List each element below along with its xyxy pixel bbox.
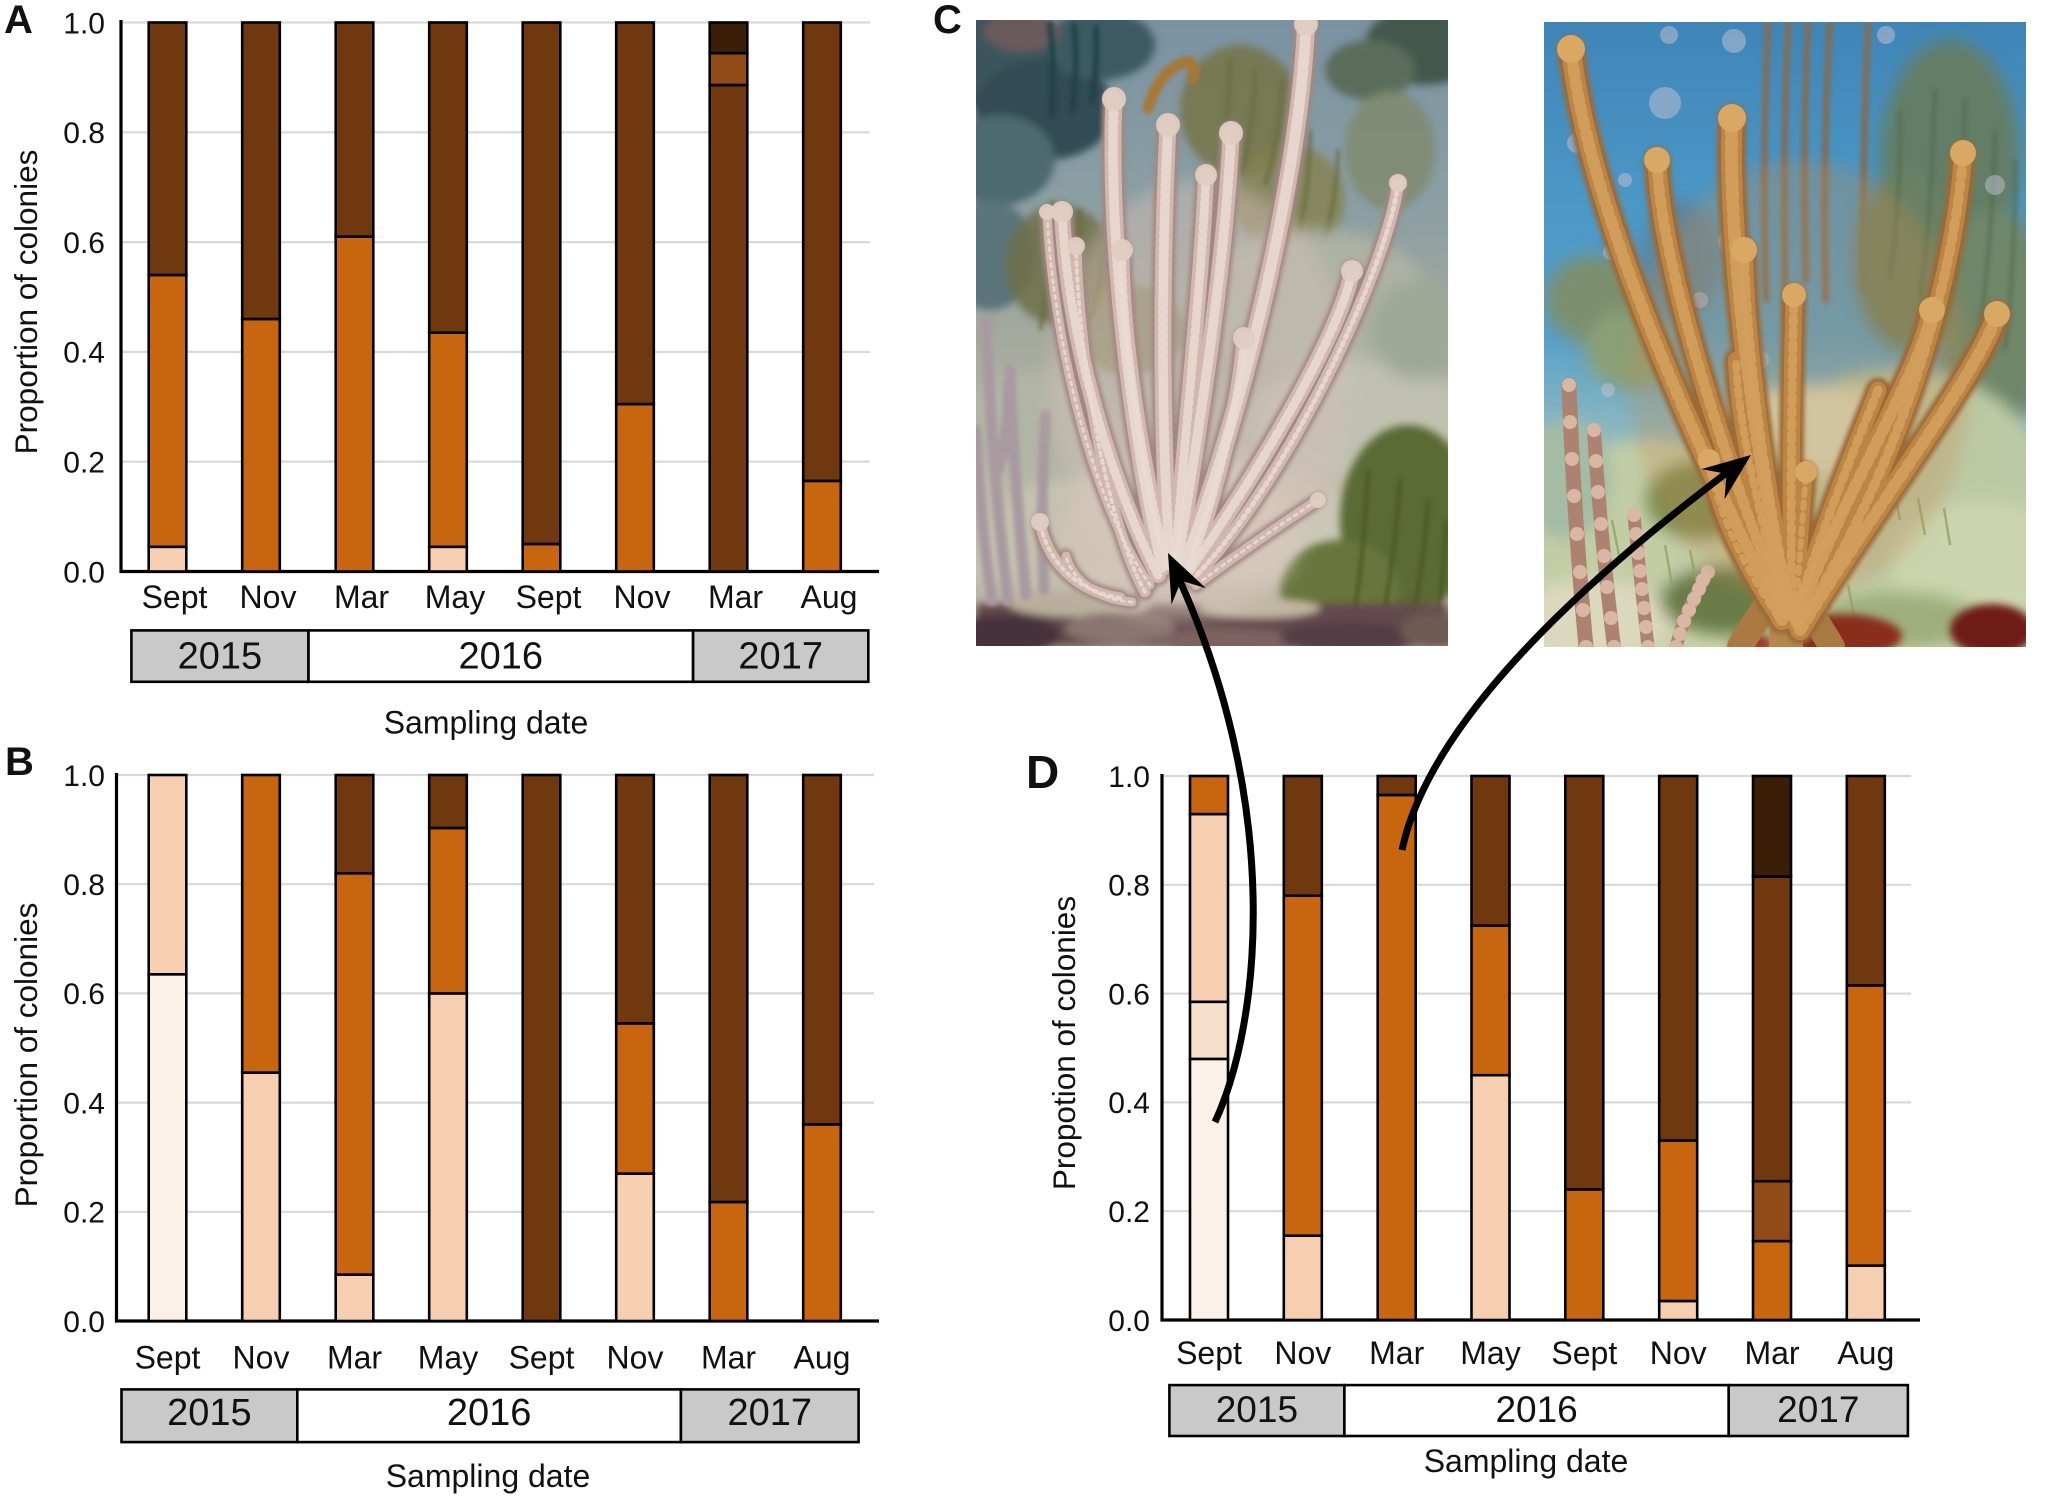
svg-text:0.2: 0.2 [1108,1196,1150,1229]
svg-text:Sept: Sept [516,579,582,615]
svg-text:1.0: 1.0 [63,760,105,793]
svg-text:Sept: Sept [142,579,208,615]
svg-text:Mar: Mar [334,579,389,615]
svg-text:Sept: Sept [1176,1335,1242,1371]
svg-text:Mar: Mar [327,1340,382,1376]
svg-text:Nov: Nov [614,579,671,615]
svg-text:0.0: 0.0 [63,556,105,589]
svg-text:0.8: 0.8 [63,869,105,902]
svg-text:Nov: Nov [1650,1335,1707,1371]
svg-text:A: A [4,0,33,42]
svg-text:0.8: 0.8 [1108,870,1150,903]
svg-text:2016: 2016 [459,636,544,678]
svg-text:B: B [5,740,34,784]
svg-text:Aug: Aug [794,1340,851,1376]
svg-text:2015: 2015 [167,1392,252,1434]
svg-text:0.4: 0.4 [63,337,105,370]
svg-text:Sampling date: Sampling date [384,705,589,741]
svg-text:0.8: 0.8 [63,117,105,150]
svg-text:Sept: Sept [1551,1335,1617,1371]
svg-text:Aug: Aug [801,579,858,615]
svg-text:Mar: Mar [1369,1335,1424,1371]
svg-text:2017: 2017 [738,636,823,678]
svg-text:0.6: 0.6 [63,227,105,260]
svg-text:May: May [425,579,485,615]
svg-text:0.6: 0.6 [1108,978,1150,1011]
svg-text:May: May [418,1340,478,1376]
svg-text:0.6: 0.6 [63,978,105,1011]
svg-text:2016: 2016 [1495,1389,1577,1430]
svg-text:Proportion of colonies: Proportion of colonies [8,903,44,1208]
svg-text:Sampling date: Sampling date [1424,1443,1629,1479]
svg-text:0.2: 0.2 [63,1197,105,1230]
svg-text:1.0: 1.0 [1108,761,1150,794]
svg-text:0.0: 0.0 [63,1306,105,1339]
svg-text:1.0: 1.0 [63,7,105,40]
svg-text:2015: 2015 [1216,1389,1298,1430]
svg-text:C: C [933,0,962,42]
svg-text:Sept: Sept [509,1340,575,1376]
svg-text:2015: 2015 [178,636,263,678]
svg-text:Nov: Nov [1274,1335,1331,1371]
svg-text:Nov: Nov [233,1340,290,1376]
svg-text:2016: 2016 [447,1392,532,1434]
svg-text:Mar: Mar [708,579,763,615]
svg-text:0.4: 0.4 [63,1087,105,1120]
svg-text:D: D [1026,746,1059,798]
svg-text:0.2: 0.2 [63,447,105,480]
svg-text:Mar: Mar [701,1340,756,1376]
svg-text:Nov: Nov [240,579,297,615]
svg-text:2017: 2017 [728,1392,813,1434]
svg-text:Aug: Aug [1837,1335,1894,1371]
svg-text:Mar: Mar [1744,1335,1799,1371]
svg-text:0.0: 0.0 [1108,1305,1150,1338]
svg-text:Nov: Nov [607,1340,664,1376]
svg-text:Proportion of colonies: Proportion of colonies [8,150,44,455]
svg-text:0.4: 0.4 [1108,1087,1150,1120]
svg-text:Sampling date: Sampling date [386,1458,591,1494]
svg-text:2017: 2017 [1777,1389,1859,1430]
svg-text:May: May [1460,1335,1520,1371]
svg-text:Propotion of colonies: Propotion of colonies [1046,896,1082,1190]
svg-text:Sept: Sept [135,1340,201,1376]
